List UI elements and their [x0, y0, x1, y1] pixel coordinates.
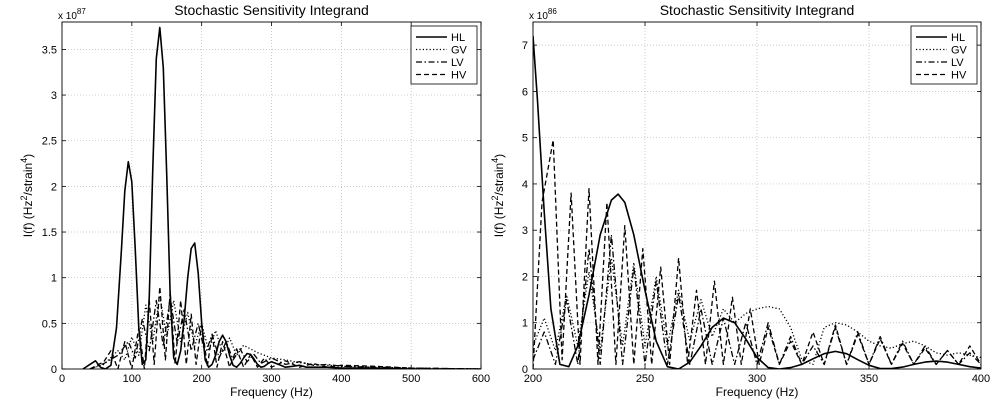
chart-1-ylabel-part-4: ): [21, 154, 35, 158]
chart-1-ylabel: I(f) (Hz2/strain4): [19, 154, 35, 237]
chart-1-ytick-label: 0: [51, 364, 57, 376]
chart-2-ytick-label: 5: [522, 133, 528, 145]
chart-2-ylabel-part-0: I(f) (Hz: [492, 201, 506, 238]
chart-1-xtick-label: 200: [192, 373, 210, 385]
chart-2-legend-label-gv: GV: [951, 45, 968, 57]
chart-1-legend-label-gv: GV: [451, 45, 468, 57]
chart-2-multiplier-exp: 86: [548, 7, 557, 16]
chart-2-ytick-label: 1: [522, 318, 528, 330]
chart-2-multiplier-base: x 10: [529, 11, 548, 22]
chart-1-legend-label-hl: HL: [451, 32, 465, 44]
chart-1-legend-label-lv: LV: [451, 57, 464, 69]
chart-1-ylabel-part-2: /strain: [21, 163, 35, 196]
chart-1: 0 100 200 300 400 500 600 0 0.5 1 1.5 2 2.5 3 3.5 Stoch…: [19, 2, 490, 399]
chart-2-series-hl: [533, 35, 981, 369]
chart-2: 200 250 300 350 400 0 1 2 3 4 5 6 7 Stochastic Sensit…: [490, 2, 990, 399]
chart-2-series-hv: [533, 139, 981, 369]
chart-1-multiplier-base: x 10: [58, 11, 77, 22]
chart-2-series-lv: [533, 234, 981, 366]
chart-2-xtick-label: 250: [636, 373, 654, 385]
chart-1-ytick-label: 1: [51, 273, 57, 285]
chart-2-ytick-label: 6: [522, 86, 528, 98]
chart-2-xtick-label: 400: [972, 373, 990, 385]
chart-2-ylabel-part-4: ): [492, 154, 506, 158]
chart-2-series-group: [533, 35, 981, 369]
chart-2-multiplier: x 1086: [529, 7, 557, 22]
chart-1-ytick-label: 1.5: [42, 227, 57, 239]
chart-2-xlabel: Frequency (Hz): [716, 385, 799, 399]
chart-1-series-gv: [89, 295, 481, 369]
chart-2-legend-label-lv: LV: [951, 57, 964, 69]
chart-1-xtick-label: 600: [472, 373, 490, 385]
chart-1-series-hv: [89, 286, 481, 369]
chart-2-title: Stochastic Sensitivity Integrand: [660, 2, 855, 18]
chart-2-ytick-label: 7: [522, 40, 528, 52]
chart-1-legend-label-hv: HV: [451, 70, 467, 82]
chart-1-xtick-label: 500: [402, 373, 420, 385]
chart-1-multiplier: x 1087: [58, 7, 86, 22]
chart-1-xtick-label: 100: [123, 373, 141, 385]
chart-2-series-gv: [533, 257, 981, 366]
chart-2-ylabel-part-3: 4: [490, 158, 500, 163]
chart-1-ylabel-part-0: I(f) (Hz: [21, 201, 35, 238]
chart-1-series-group: [82, 26, 481, 369]
chart-1-multiplier-exp: 87: [77, 7, 86, 16]
chart-2-ylabel: I(f) (Hz2/strain4): [490, 154, 506, 237]
chart-2-legend-box: [910, 25, 978, 85]
chart-1-xtick-label: 400: [332, 373, 350, 385]
chart-2-ytick-label: 0: [522, 364, 528, 376]
chart-2-xtick-label: 300: [748, 373, 766, 385]
chart-1-ytick-label: 3.5: [42, 44, 57, 56]
chart-2-ylabel-part-1: 2: [490, 196, 500, 201]
chart-1-xlabel: Frequency (Hz): [230, 385, 313, 399]
chart-2-legend-label-hl: HL: [951, 32, 965, 44]
chart-2-legend-label-hv: HV: [951, 70, 967, 82]
chart-2-ylabel-part-2: /strain: [492, 163, 506, 196]
chart-2-ytick-label: 3: [522, 225, 528, 237]
chart-1-ytick-label: 0.5: [42, 318, 57, 330]
chart-1-title: Stochastic Sensitivity Integrand: [174, 2, 369, 18]
chart-1-legend-box: [410, 25, 478, 85]
chart-1-ytick-label: 3: [51, 90, 57, 102]
chart-2-ytick-label: 4: [522, 179, 528, 191]
chart-2-xtick-label: 350: [860, 373, 878, 385]
chart-2-ytick-label: 2: [522, 271, 528, 283]
chart-1-ylabel-part-1: 2: [19, 196, 29, 201]
chart-1-xtick-label: 0: [59, 373, 65, 385]
chart-1-ytick-label: 2: [51, 181, 57, 193]
chart-1-ytick-label: 2.5: [42, 136, 57, 148]
chart-1-xtick-label: 300: [262, 373, 280, 385]
chart-1-ylabel-part-3: 4: [19, 158, 29, 163]
chart-2-xtick-label: 200: [524, 373, 542, 385]
